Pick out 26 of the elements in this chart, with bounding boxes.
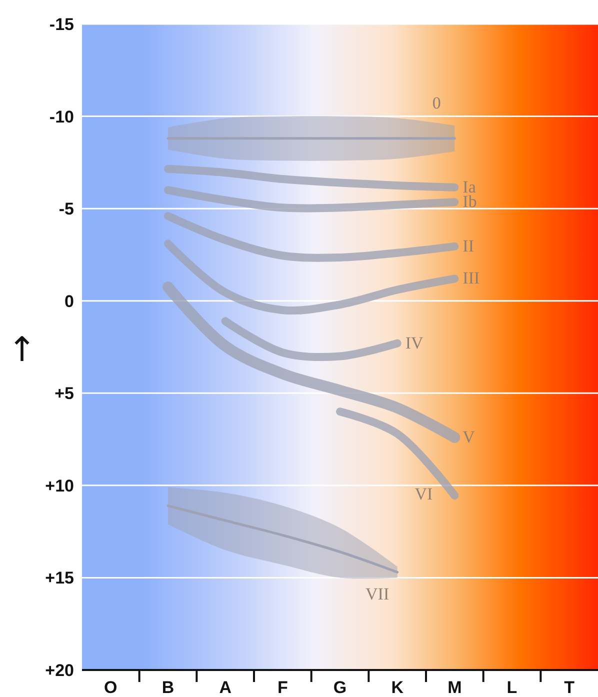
y-tick-label: +15 (45, 568, 74, 588)
x-tick-label: T (564, 678, 576, 697)
line-series (166, 504, 399, 574)
series-label: II (462, 236, 474, 256)
series-label: VII (366, 584, 390, 604)
y-tick-label: +10 (45, 476, 74, 496)
x-tick-label: A (219, 678, 232, 697)
series-label: 0 (432, 93, 441, 112)
x-tick-label: K (391, 678, 404, 697)
y-axis-title: ↑ (8, 330, 36, 370)
series-label: IV (405, 333, 424, 352)
x-tick-label: O (104, 678, 118, 697)
x-tick-label: F (277, 678, 288, 697)
y-tick-label: +20 (45, 661, 74, 680)
x-tick-label: M (448, 678, 462, 697)
x-tick-label: G (333, 678, 347, 697)
y-tick-label: +5 (54, 384, 74, 404)
y-tick-label: -10 (49, 107, 74, 126)
y-tick-label: 0 (64, 292, 74, 311)
y-tick-label: -5 (58, 200, 74, 219)
series-label: V (462, 427, 476, 446)
x-tick-label: B (162, 678, 174, 697)
y-tick-label: -15 (49, 15, 74, 34)
series-label: III (462, 268, 480, 288)
series-label: VI (414, 484, 433, 504)
x-tick-label: L (506, 678, 518, 697)
